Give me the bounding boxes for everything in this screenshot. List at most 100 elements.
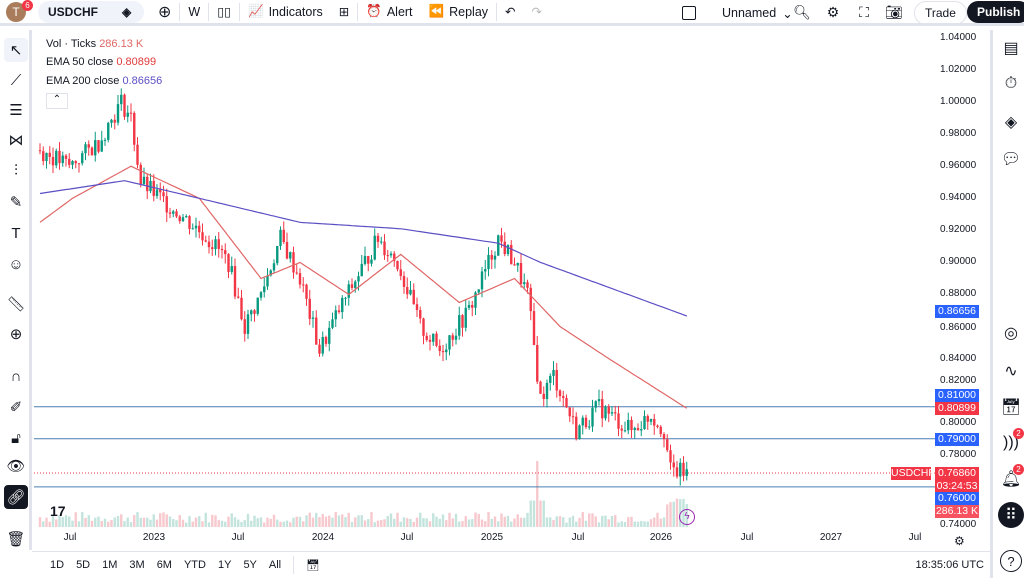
price-tick: 0.74000 <box>940 518 977 530</box>
volume-bar <box>321 513 324 527</box>
collapse-legend-button[interactable]: ⌃ <box>46 93 68 109</box>
clock[interactable]: 18:35:06 UTC <box>915 559 984 571</box>
alert-button[interactable]: ⏰ Alert <box>366 4 413 19</box>
magnet-icon[interactable]: ∩ <box>10 367 22 385</box>
candle <box>604 406 607 419</box>
snapshot-icon[interactable]: 📷︎ <box>885 3 903 20</box>
help-icon[interactable]: ? <box>1000 550 1022 572</box>
avatar[interactable]: T <box>6 2 26 22</box>
lock-icon[interactable]: 🔓︎ <box>11 429 21 447</box>
range-5y[interactable]: 5Y <box>243 559 257 571</box>
volume-bar <box>139 517 142 527</box>
candle <box>620 428 623 431</box>
candle <box>191 228 194 230</box>
templates-icon[interactable]: ⊞ <box>338 5 350 19</box>
ruler-icon[interactable]: 📏︎ <box>6 296 26 313</box>
volume-bar <box>370 512 373 527</box>
date-range-icon[interactable]: 📅︎ <box>306 559 321 572</box>
layout-button[interactable]: Unnamed ⌄ <box>682 3 793 23</box>
bell-icon[interactable]: 🔔︎ <box>1000 471 1022 488</box>
trash-icon[interactable]: 🗑︎ <box>6 531 26 548</box>
link-icon[interactable]: 🔗︎ <box>4 485 28 509</box>
replay-button[interactable]: ⏪ Replay <box>428 4 489 19</box>
volume-bar <box>438 518 441 527</box>
target-icon[interactable]: ◎ <box>1004 325 1018 342</box>
undo-icon[interactable]: ↶ <box>505 5 516 19</box>
chevron-down-icon: ⌄ <box>782 6 793 21</box>
candle <box>406 286 409 295</box>
candle <box>389 253 393 256</box>
candle <box>594 401 597 408</box>
volume-bar <box>477 513 480 527</box>
candle <box>224 250 227 255</box>
calendar-icon[interactable]: 📅︎ <box>1000 399 1022 416</box>
lightning-icon[interactable]: ϟ <box>679 509 695 525</box>
candle <box>100 140 103 152</box>
candle <box>321 336 324 354</box>
horizontal-lines-icon[interactable]: ☰ <box>9 102 23 119</box>
candle <box>617 413 620 429</box>
symbol-search[interactable]: USDCHF ◈ <box>38 1 144 23</box>
volume-bar <box>341 514 344 527</box>
indicators-button[interactable]: 📈 Indicators <box>247 4 323 19</box>
candle <box>81 153 84 164</box>
volume-bar <box>214 515 217 527</box>
candle <box>662 434 666 440</box>
clock-icon[interactable]: ⏱ <box>1004 75 1018 92</box>
candle <box>240 297 243 320</box>
forecast-icon[interactable]: ⫶ <box>14 161 18 179</box>
candle <box>269 270 272 276</box>
candle <box>357 276 360 282</box>
quick-search-icon[interactable]: 🔍︎ <box>793 3 811 20</box>
add-symbol-button[interactable]: ⊕ <box>158 3 172 21</box>
brush-icon[interactable]: ✎ <box>9 194 23 211</box>
apps-grid-icon[interactable]: ⠿ <box>998 502 1024 528</box>
candle <box>272 263 276 271</box>
trendline-icon[interactable]: ⟋ <box>10 71 22 89</box>
publish-button[interactable]: Publish <box>967 1 1024 23</box>
range-1d[interactable]: 1D <box>50 559 65 571</box>
range-all[interactable]: All <box>268 559 282 571</box>
volume-bar <box>536 461 539 527</box>
ema200-price-label: 0.86656 <box>935 305 979 318</box>
layers-icon[interactable]: ◈ <box>1004 114 1018 131</box>
price-chart[interactable] <box>34 30 936 528</box>
redo-icon[interactable]: ↷ <box>531 5 542 19</box>
volume-bar <box>191 521 194 527</box>
pulse-icon[interactable]: ∿ <box>1004 363 1018 380</box>
emoji-icon[interactable]: ☺ <box>8 255 24 273</box>
text-icon[interactable]: T <box>11 224 21 242</box>
volume-bar <box>256 518 259 527</box>
range-5d[interactable]: 5D <box>76 559 91 571</box>
range-1m[interactable]: 1M <box>102 559 118 571</box>
line-price-label: 0.79000 <box>935 433 979 446</box>
indicators-icon: 📈 <box>247 4 264 18</box>
candle <box>220 248 224 251</box>
diamond-icon[interactable]: ◈ <box>122 5 132 19</box>
range-6m[interactable]: 6M <box>156 559 172 571</box>
chart-settings-icon[interactable]: ⚙ <box>954 534 965 548</box>
range-3m[interactable]: 3M <box>129 559 145 571</box>
pattern-icon[interactable]: ⋈ <box>8 132 24 149</box>
watchlist-icon[interactable]: ▤ <box>1003 40 1019 57</box>
volume-bar <box>107 521 110 527</box>
candle <box>376 235 380 242</box>
alarm-icon: ⏰ <box>366 4 382 18</box>
trade-button[interactable]: Trade <box>914 1 967 25</box>
cursor-icon[interactable]: ↖ <box>4 38 28 62</box>
range-1y[interactable]: 1Y <box>217 559 232 571</box>
volume-bar <box>675 498 679 527</box>
candle-type-icon[interactable]: ▯▯ <box>217 5 231 19</box>
candle <box>672 462 675 468</box>
fullscreen-icon[interactable]: ⛶ <box>859 3 869 20</box>
settings-icon[interactable]: ⚙ <box>826 3 840 20</box>
volume-bar <box>360 515 363 527</box>
range-ytd[interactable]: YTD <box>183 559 206 571</box>
chat-icon[interactable]: 💬︎ <box>1000 151 1022 168</box>
candle <box>68 158 71 165</box>
volume-bar <box>220 520 224 527</box>
interval-button[interactable]: W <box>188 4 201 19</box>
lock-drawing-icon[interactable]: ✐ <box>9 399 23 416</box>
eye-icon[interactable]: 👁︎ <box>6 458 26 475</box>
zoom-in-icon[interactable]: ⊕ <box>9 326 23 343</box>
